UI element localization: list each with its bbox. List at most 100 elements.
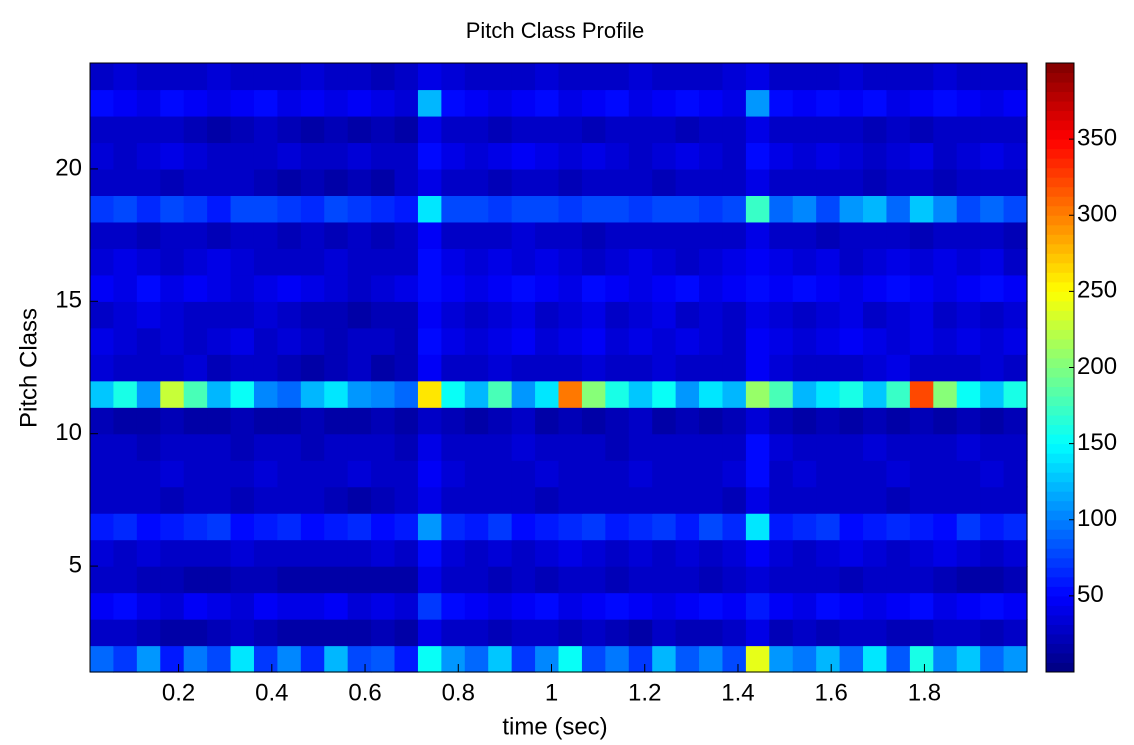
colorbar-step [1046,386,1074,397]
cell [535,115,560,144]
colorbar-step [1046,329,1074,340]
cell [558,221,583,249]
colorbar-step [1046,234,1074,245]
cell [90,592,115,620]
cell [956,407,981,435]
cell [956,619,981,647]
cell [769,142,794,170]
cell [652,248,677,276]
cell [488,407,513,435]
cell [300,486,325,514]
colorbar-tick-label: 200 [1077,353,1117,380]
cell [183,274,208,302]
cell [300,619,325,647]
cell [300,89,325,117]
cell [863,354,888,382]
cell [839,89,864,117]
cell [605,221,630,249]
cell [956,460,981,488]
cell [441,433,466,461]
plot-frame [89,62,1028,673]
cell [792,486,817,514]
cell [956,248,981,276]
cell [722,619,747,647]
cell [628,301,653,329]
cell [886,380,911,408]
cell [792,460,817,488]
cell [980,248,1005,276]
cell [230,592,255,620]
cell [535,592,560,620]
cell [277,380,302,408]
cell [277,407,302,435]
cell [464,433,489,461]
cell [863,63,888,91]
cell [441,592,466,620]
cell [652,327,677,355]
cell [605,407,630,435]
cell [417,63,442,91]
colorbar-step [1046,519,1074,530]
cell [136,592,161,620]
colorbar-step [1046,72,1074,83]
cell [324,221,349,249]
cell [90,539,115,567]
cell [816,407,841,435]
cell [886,354,911,382]
cell [652,89,677,117]
cell [605,89,630,117]
cell [207,433,232,461]
cell [956,274,981,302]
cell [136,460,161,488]
cell [933,89,958,117]
cell [207,142,232,170]
cell [863,513,888,541]
cell [652,407,677,435]
cell [605,274,630,302]
cell [581,566,606,594]
cell [699,354,724,382]
cell [745,195,770,223]
colorbar-step [1046,186,1074,197]
cell [113,221,138,249]
cell [417,142,442,170]
colorbar-step [1046,443,1074,454]
cell [745,89,770,117]
cell [230,566,255,594]
cell [558,63,583,91]
cell [792,115,817,144]
cell [464,486,489,514]
cell [371,301,396,329]
cell [277,168,302,196]
cell [909,433,934,461]
cell [207,248,232,276]
cell [207,539,232,567]
cell [300,195,325,223]
cell [581,142,606,170]
cell [980,221,1005,249]
cell [207,301,232,329]
colorbar: 50 100 150 200 250 300 350 [1045,62,1117,673]
cell [839,115,864,144]
cell [136,354,161,382]
x-tick-label: 0.2 [162,679,195,706]
cell [933,539,958,567]
cell [511,566,536,594]
cell [136,645,161,673]
cell [839,380,864,408]
cell [792,513,817,541]
cell [535,460,560,488]
cell [183,592,208,620]
cell [652,354,677,382]
cell [792,327,817,355]
cell [253,592,278,620]
cell [324,460,349,488]
cell [863,327,888,355]
cell [980,354,1005,382]
cell [652,619,677,647]
cell [277,566,302,594]
cell [253,248,278,276]
cell [136,619,161,647]
colorbar-step [1046,529,1074,540]
cell [605,248,630,276]
